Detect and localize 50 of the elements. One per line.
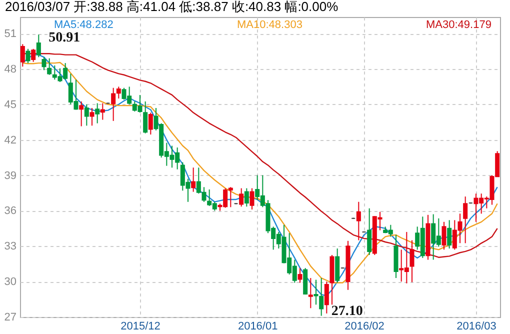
- y-tick-label: 36: [4, 205, 16, 218]
- candlestick: [239, 188, 244, 208]
- candlestick: [116, 86, 121, 99]
- candlestick: [447, 220, 452, 249]
- y-tick-label: 33: [4, 240, 16, 253]
- candlestick: [111, 87, 116, 122]
- annotation: 27.10: [331, 304, 363, 319]
- candlestick: [100, 102, 105, 120]
- text: MA30:49.179: [426, 18, 492, 31]
- candlestick: [90, 107, 94, 126]
- annotation: 50.91: [48, 30, 80, 46]
- candlestick: [442, 221, 446, 250]
- y-tick-label: 30: [4, 276, 16, 288]
- y-tick-label: 45: [4, 98, 16, 111]
- candlestick: [308, 278, 313, 309]
- candlestick: [84, 104, 89, 126]
- x-tick-label: 2016/03: [456, 320, 496, 332]
- candlestick: [314, 279, 318, 306]
- candlestick: [26, 48, 30, 64]
- candlestick: [463, 196, 468, 244]
- text: MA10:48.303: [237, 18, 302, 31]
- x-tick-label: 2015/12: [120, 320, 160, 332]
- y-tick-label: 27: [4, 312, 16, 324]
- candlestick: [47, 58, 52, 76]
- candlestick: [31, 48, 36, 62]
- chart-title: 2016/03/07 开:38.88 高:41.04 低:38.87 收:40.83 幅:0.00%: [5, 0, 339, 14]
- candlestick: [367, 208, 372, 256]
- candlestick: [250, 188, 254, 210]
- candlestick: [20, 44, 25, 68]
- candlestick: [244, 188, 249, 208]
- x-tick-label: 2016/01: [238, 320, 278, 332]
- y-tick-label: 39: [4, 170, 16, 182]
- candlestick: [42, 56, 46, 71]
- candlestick: [148, 112, 153, 136]
- x-tick-label: 2016/02: [344, 320, 384, 332]
- text: MA5:48.282: [54, 18, 114, 31]
- candlestick: [319, 278, 324, 316]
- y-tick-label: 42: [4, 134, 16, 146]
- candlestick: [143, 100, 148, 134]
- candlestick: [335, 248, 340, 284]
- candlestick: [36, 34, 41, 58]
- y-tick-label: 51: [4, 28, 16, 40]
- candlestick: [410, 240, 414, 283]
- candlestick: [324, 281, 329, 314]
- candlestick: [356, 201, 361, 241]
- candlestick: [191, 167, 196, 192]
- candlestick: [298, 267, 302, 284]
- y-tick-label: 48: [4, 63, 16, 76]
- candlestick: [95, 102, 100, 124]
- candlestick: [79, 100, 84, 127]
